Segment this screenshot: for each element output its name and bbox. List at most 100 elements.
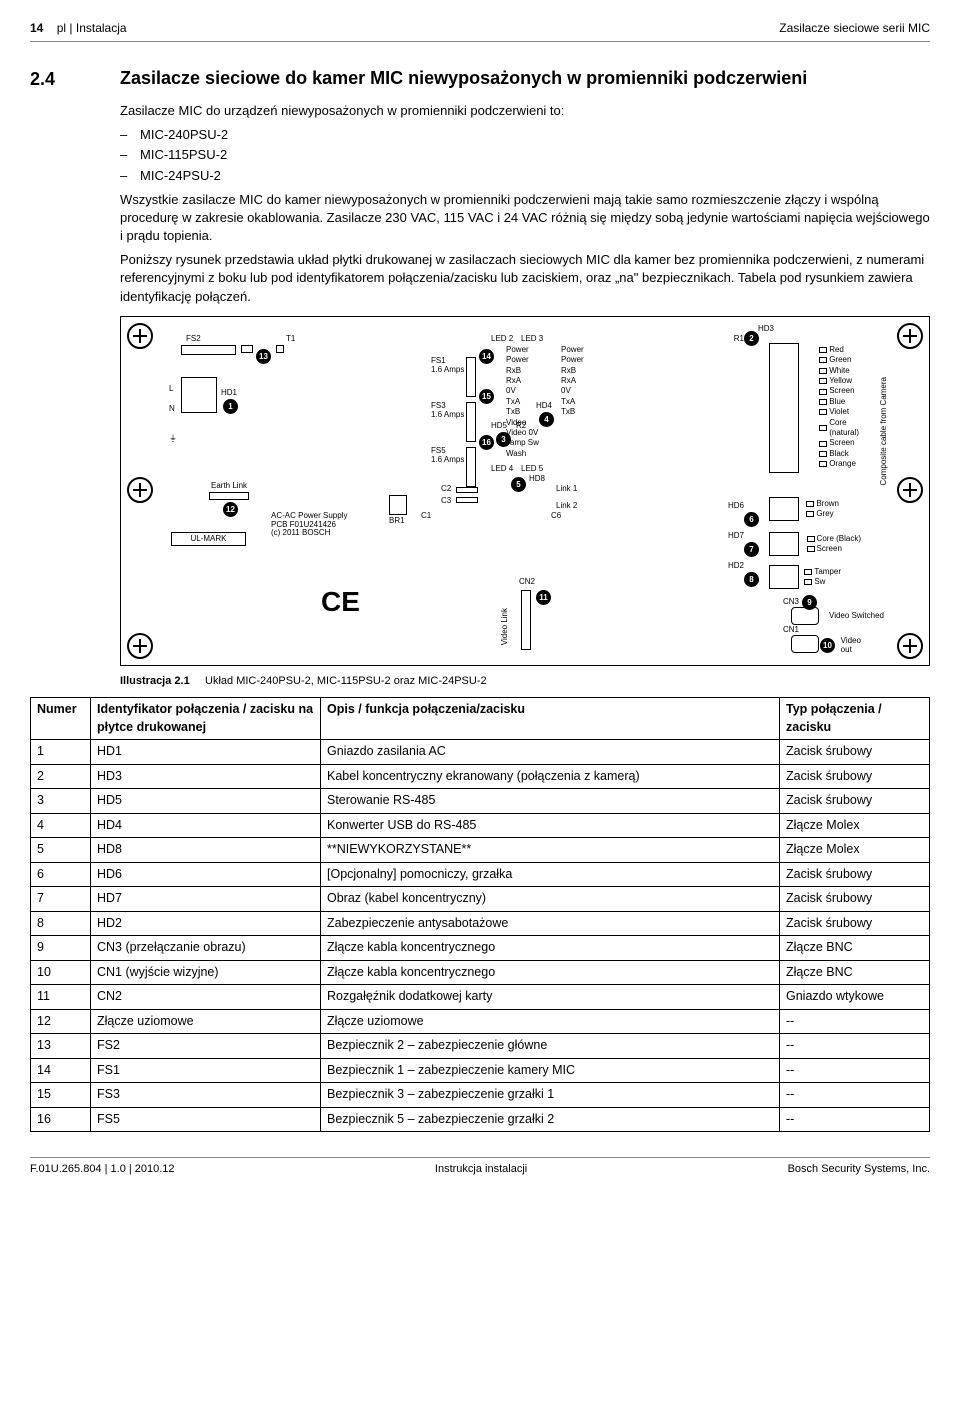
terminal-box (181, 377, 217, 413)
ref-10: 10 (820, 638, 835, 653)
figure-caption: Illustracja 2.1 Układ MIC-240PSU-2, MIC-… (120, 674, 930, 689)
terminal-label: TxA (506, 397, 539, 407)
terminal-icon (819, 357, 827, 363)
table-cell: Zacisk śrubowy (780, 911, 930, 936)
table-cell: Złącze kabla koncentrycznego (321, 936, 780, 961)
label-led4: LED 4 (491, 465, 513, 474)
terminal-label: Violet (819, 407, 859, 417)
screw-icon (897, 477, 923, 503)
table-cell: Bezpiecznik 3 – zabezpieczenie grzałki 1 (321, 1083, 780, 1108)
table-cell: Zacisk śrubowy (780, 764, 930, 789)
table-cell: Zacisk śrubowy (780, 740, 930, 765)
terminal-text: Black (829, 449, 849, 459)
page-number: 14 (30, 21, 43, 35)
fuse-box (466, 447, 476, 487)
terminal-label: 0V (561, 386, 584, 396)
ul-mark-box: UL-MARK (171, 532, 246, 546)
terminal-text: Sw (814, 577, 825, 587)
table-row: 4HD4Konwerter USB do RS-485Złącze Molex (31, 813, 930, 838)
terminal-strip (769, 497, 799, 521)
terminal-text: Power (561, 355, 584, 365)
terminal-label: TxA (561, 397, 584, 407)
table-cell: 15 (31, 1083, 91, 1108)
table-cell: 7 (31, 887, 91, 912)
terminal-text: Video (506, 418, 526, 428)
terminal-label: Green (819, 355, 859, 365)
ref-16: 16 (479, 435, 494, 450)
label-c3: C3 (441, 497, 451, 506)
table-cell: FS5 (91, 1107, 321, 1132)
terminal-text: TxB (561, 407, 575, 417)
table-cell: Gniazdo zasilania AC (321, 740, 780, 765)
ref-11: 11 (536, 590, 551, 605)
terminal-icon (819, 441, 827, 447)
section-heading: 2.4 Zasilacze sieciowe do kamer MIC niew… (30, 67, 930, 92)
model-name: MIC-24PSU-2 (140, 167, 221, 185)
table-cell: HD4 (91, 813, 321, 838)
terminal-icon (807, 536, 815, 542)
term-col-1: PowerPowerRxBRxA0VTxATxBVideoVideo 0VTam… (506, 345, 539, 459)
header-right: Zasilacze sieciowe serii MIC (779, 20, 930, 37)
terminal-text: Core (Black) (817, 534, 861, 544)
label-hd5: HD5 (491, 422, 507, 431)
table-row: 6HD6[Opcjonalny] pomocniczy, grzałkaZaci… (31, 862, 930, 887)
terminal-strip (769, 343, 799, 473)
terminal-label: Screen (819, 438, 859, 448)
terminal-icon (819, 461, 827, 467)
table-cell: 8 (31, 911, 91, 936)
table-cell: HD5 (91, 789, 321, 814)
caption-label: Illustracja 2.1 (120, 675, 190, 687)
table-row: 3HD5Sterowanie RS-485Zacisk śrubowy (31, 789, 930, 814)
term-col-4: BrownGrey (806, 499, 839, 520)
label-c6: C6 (551, 512, 561, 521)
terminal-label: Tamper (804, 567, 841, 577)
table-cell: 11 (31, 985, 91, 1010)
terminal-label: RxB (506, 366, 539, 376)
header-section: Instalacja (76, 21, 127, 35)
ref-7: 7 (744, 542, 759, 557)
list-item: –MIC-24PSU-2 (120, 167, 930, 185)
col-header: Typ połączenia / zacisku (780, 698, 930, 740)
terminal-icon (819, 368, 827, 374)
table-cell: 12 (31, 1009, 91, 1034)
label-hd6: HD6 (728, 502, 744, 511)
table-cell: Złącze uziomowe (91, 1009, 321, 1034)
footer-center: Instrukcja instalacji (435, 1162, 527, 1177)
terminal-text: TxA (506, 397, 520, 407)
table-cell: 14 (31, 1058, 91, 1083)
table-cell: Złącze kabla koncentrycznego (321, 960, 780, 985)
label-n: N (169, 405, 175, 414)
model-name: MIC-240PSU-2 (140, 126, 228, 144)
cn2-box (521, 590, 531, 650)
section-title: Zasilacze sieciowe do kamer MIC niewypos… (120, 67, 807, 92)
list-item: –MIC-240PSU-2 (120, 126, 930, 144)
label-r1: R1 (734, 335, 744, 344)
screw-icon (127, 633, 153, 659)
ref-6: 6 (744, 512, 759, 527)
terminal-strip (769, 532, 799, 556)
bnc-box (791, 607, 819, 625)
terminal-text: Video 0V (506, 428, 538, 438)
table-cell: 6 (31, 862, 91, 887)
table-row: 10CN1 (wyjście wizyjne)Złącze kabla konc… (31, 960, 930, 985)
terminal-strip (769, 565, 799, 589)
table-cell: Zacisk śrubowy (780, 862, 930, 887)
screw-icon (127, 323, 153, 349)
terminal-text: RxB (506, 366, 521, 376)
small-box (276, 345, 284, 353)
table-cell: -- (780, 1058, 930, 1083)
intro-text: Zasilacze MIC do urządzeń niewyposażonyc… (120, 102, 930, 120)
table-cell: HD1 (91, 740, 321, 765)
table-body: 1HD1Gniazdo zasilania ACZacisk śrubowy2H… (31, 740, 930, 1132)
term-col-2: PowerPowerRxBRxA0VTxATxB (561, 345, 584, 418)
table-row: 5HD8**NIEWYKORZYSTANE**Złącze Molex (31, 838, 930, 863)
label-c2: C2 (441, 485, 451, 494)
table-cell: Zacisk śrubowy (780, 789, 930, 814)
connections-table: Numer Identyfikator połączenia / zacisku… (30, 697, 930, 1132)
table-cell: 10 (31, 960, 91, 985)
terminal-text: Core (natural) (829, 418, 859, 439)
term-col-3: RedGreenWhiteYellowScreenBlueVioletCore … (819, 345, 859, 470)
footer-right: Bosch Security Systems, Inc. (788, 1162, 930, 1177)
table-row: 7HD7Obraz (kabel koncentryczny)Zacisk śr… (31, 887, 930, 912)
bnc-box (791, 635, 819, 653)
